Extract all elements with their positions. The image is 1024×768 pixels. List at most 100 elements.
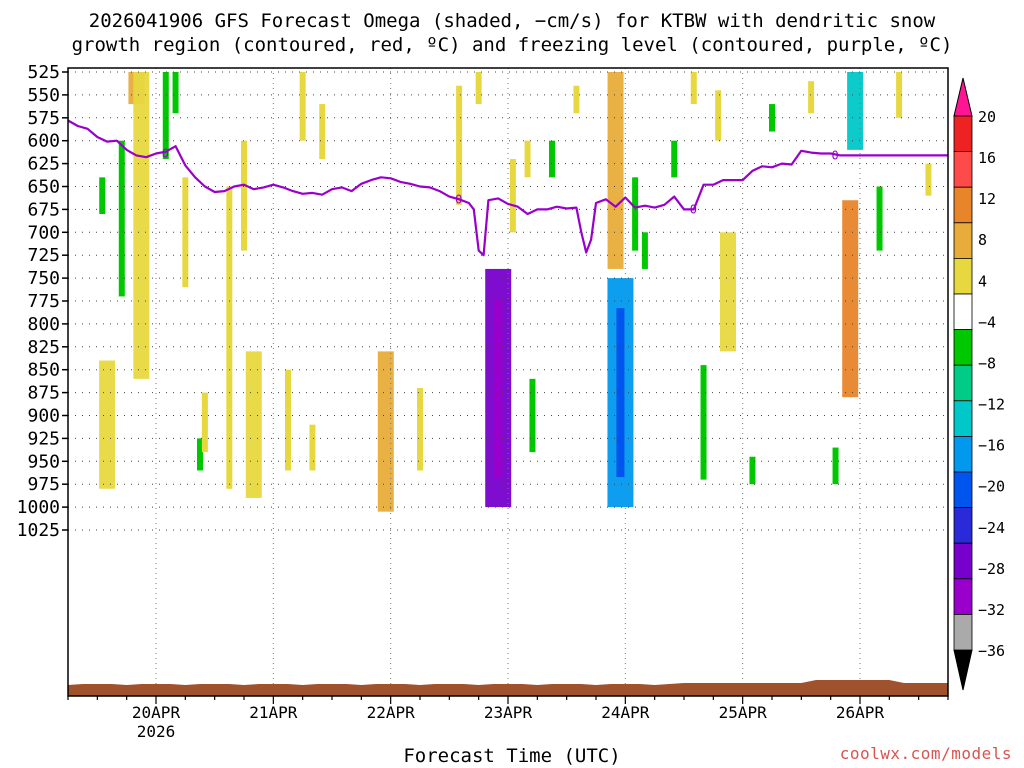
colorbar-label: 16	[978, 149, 996, 167]
omega-cell	[133, 72, 150, 379]
omega-core	[494, 298, 503, 478]
x-tick-sublabel: 2026	[137, 722, 176, 741]
colorbar-swatch	[953, 151, 973, 188]
omega-core	[616, 308, 625, 478]
colorbar-label: −20	[978, 478, 1005, 496]
y-tick-label: 700	[27, 222, 60, 243]
freezing-level-line	[67, 119, 948, 257]
colorbar-label: −16	[978, 437, 1005, 455]
y-tick-label: 1025	[17, 520, 60, 541]
omega-streak	[182, 177, 189, 288]
y-tick-label: 525	[27, 62, 60, 83]
colorbar-label: −24	[978, 519, 1005, 537]
y-tick-label: 675	[27, 199, 60, 220]
x-tick-label: 26APR	[836, 703, 885, 722]
colorbar-bottom-arrow	[953, 649, 973, 691]
y-tick-label: 600	[27, 131, 60, 152]
x-tick-label: 20APR	[132, 703, 181, 722]
omega-streak	[690, 72, 697, 105]
omega-streak	[319, 104, 326, 160]
chart-title-line-1: 2026041906 GFS Forecast Omega (shaded, −…	[88, 10, 936, 32]
colorbar-swatch	[953, 435, 973, 473]
omega-streak	[285, 369, 291, 471]
colorbar-swatch	[953, 222, 973, 259]
colorbar-swatch	[953, 186, 973, 224]
x-tick-label: 21APR	[249, 703, 298, 722]
colorbar-swatch	[953, 507, 973, 544]
omega-streak	[715, 117, 722, 141]
x-axis-label: Forecast Time (UTC)	[403, 745, 621, 767]
omega-streak	[309, 424, 316, 471]
omega-streak	[749, 456, 756, 485]
ground-layer	[68, 680, 948, 696]
colorbar-label: 20	[978, 108, 996, 126]
colorbar-label: −12	[978, 396, 1005, 414]
colorbar-label: −8	[978, 354, 996, 372]
colorbar-label: 4	[978, 272, 987, 290]
omega-streak	[509, 159, 516, 233]
ground-fill	[68, 680, 948, 696]
omega-streak	[671, 140, 678, 178]
omega-streak	[769, 104, 775, 132]
y-axis: 5255505756006256506757007257507758008258…	[17, 62, 68, 541]
y-tick-label: 925	[27, 428, 60, 449]
colorbar-swatch	[953, 257, 973, 295]
omega-streak	[118, 140, 125, 297]
colorbar-swatch	[953, 364, 973, 402]
omega-streak	[529, 378, 536, 453]
omega-streak	[573, 85, 580, 114]
omega-streak	[99, 177, 106, 214]
omega-cell	[607, 72, 624, 269]
y-tick-label: 825	[27, 337, 60, 358]
y-tick-label: 900	[27, 406, 60, 427]
colorbar-top-arrow	[953, 77, 973, 117]
omega-streak	[876, 186, 883, 251]
x-tick-label: 25APR	[719, 703, 768, 722]
colorbar-label: −28	[978, 560, 1005, 578]
omega-streak	[641, 232, 648, 269]
omega-streak	[549, 140, 555, 178]
colorbar-label: −36	[978, 642, 1005, 660]
freezing-level-label: 0	[162, 147, 169, 161]
y-tick-label: 650	[27, 177, 60, 198]
y-tick-label: 1000	[17, 497, 60, 518]
y-tick-label: 950	[27, 451, 60, 472]
colorbar-swatch	[953, 542, 973, 580]
omega-streak	[226, 186, 233, 489]
omega-cell	[99, 360, 116, 489]
colorbar: 20 16 12 8 4 −4 −8 −12 −16 −20 −24 −28 −32 −36	[953, 77, 1005, 691]
y-tick-label: 850	[27, 360, 60, 381]
colorbar-label: −4	[978, 313, 996, 331]
omega-streak	[197, 438, 203, 471]
omega-streak	[475, 72, 482, 105]
omega-streak	[524, 140, 531, 178]
freezing-level-label: 0	[455, 192, 462, 206]
omega-streak	[241, 140, 247, 251]
y-tick-label: 800	[27, 314, 60, 335]
omega-cell	[847, 72, 864, 150]
colorbar-label: 12	[978, 190, 996, 208]
x-tick-label: 24APR	[601, 703, 650, 722]
colorbar-label: −32	[978, 601, 1005, 619]
freezing-level-label: 0	[832, 148, 839, 162]
omega-streak	[700, 365, 707, 480]
omega-streak	[808, 81, 815, 114]
y-tick-label: 625	[27, 154, 60, 175]
omega-streak	[715, 90, 722, 137]
y-tick-label: 975	[27, 474, 60, 495]
credit-link[interactable]: coolwx.com/models	[839, 744, 1012, 763]
omega-streak	[925, 163, 932, 196]
omega-streak	[299, 72, 306, 141]
chart-title-line-2: growth region (contoured, red, ºC) and f…	[71, 34, 953, 56]
freezing-level-label: 0	[690, 202, 697, 216]
omega-cell	[245, 351, 262, 498]
x-tick-label: 23APR	[484, 703, 533, 722]
colorbar-swatch	[953, 400, 973, 437]
freezing-level-contour: 0 0 0 0	[67, 119, 948, 257]
colorbar-swatch	[953, 471, 973, 508]
colorbar-swatch	[953, 614, 973, 651]
omega-streak	[896, 72, 903, 118]
colorbar-swatch	[953, 578, 973, 615]
